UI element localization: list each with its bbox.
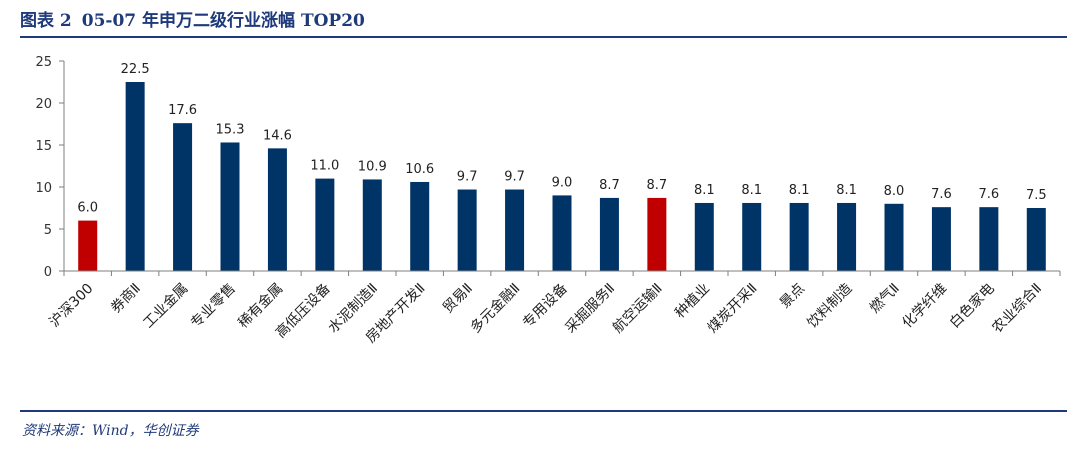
bar bbox=[931, 207, 951, 271]
data-label: 8.7 bbox=[647, 178, 668, 193]
data-label: 10.6 bbox=[405, 162, 434, 177]
bar bbox=[552, 195, 572, 271]
source-rule bbox=[20, 410, 1067, 412]
category-label: 景点 bbox=[777, 281, 808, 312]
data-label: 17.6 bbox=[168, 103, 197, 118]
bar-chart: 0 5 10 15 20 25 6.0 22.5 17.6 15.3 14.6 11.0 10.9 10… bbox=[35, 55, 1061, 346]
category-label: 燃气Ⅱ bbox=[866, 280, 903, 317]
data-label: 9.7 bbox=[504, 170, 525, 185]
bar bbox=[78, 220, 98, 271]
bars bbox=[78, 82, 1046, 271]
category-label: 专业零售 bbox=[188, 281, 239, 332]
data-label: 11.0 bbox=[310, 159, 339, 174]
y-tick-label: 0 bbox=[44, 265, 52, 280]
data-label: 8.0 bbox=[884, 184, 905, 199]
category-label: 航空运输Ⅱ bbox=[610, 281, 666, 337]
data-label: 7.5 bbox=[1026, 188, 1047, 203]
category-label: 多元金融Ⅱ bbox=[467, 280, 523, 336]
category-label: 农业综合Ⅱ bbox=[989, 281, 1045, 337]
figure-title: 05-07 年申万二级行业涨幅 TOP20 bbox=[81, 11, 365, 31]
y-tick-label: 10 bbox=[35, 181, 52, 196]
data-label: 8.1 bbox=[836, 183, 857, 198]
bar bbox=[362, 179, 382, 271]
title-rule bbox=[20, 36, 1067, 38]
data-label: 14.6 bbox=[263, 128, 292, 143]
y-tick-label: 15 bbox=[35, 139, 52, 154]
category-label: 化学纤维 bbox=[899, 281, 950, 332]
y-tick-label: 20 bbox=[35, 97, 52, 112]
data-label: 8.7 bbox=[599, 178, 620, 193]
bar bbox=[789, 202, 809, 271]
category-label: 沪深300 bbox=[47, 281, 97, 331]
figure-label: 图表 2 bbox=[20, 11, 72, 31]
category-label: 种植业 bbox=[672, 281, 713, 322]
data-label: 7.6 bbox=[979, 187, 1000, 202]
y-axis: 0 5 10 15 20 25 bbox=[35, 55, 65, 280]
data-label: 6.0 bbox=[77, 201, 98, 216]
data-label: 9.7 bbox=[457, 170, 478, 185]
bar bbox=[220, 142, 240, 271]
category-label: 贸易Ⅱ bbox=[440, 281, 476, 317]
data-label: 7.6 bbox=[931, 187, 952, 202]
bar bbox=[505, 189, 525, 271]
bar bbox=[1026, 208, 1046, 271]
bar bbox=[267, 148, 287, 271]
data-label: 22.5 bbox=[121, 62, 150, 77]
category-label: 煤炭开采Ⅱ bbox=[705, 281, 761, 337]
data-label: 10.9 bbox=[358, 159, 387, 174]
data-label: 15.3 bbox=[216, 122, 245, 137]
bar bbox=[837, 202, 857, 271]
chart-title: 图表 2 05-07 年申万二级行业涨幅 TOP20 bbox=[20, 6, 365, 31]
y-tick-label: 5 bbox=[44, 223, 52, 238]
category-label: 工业金属 bbox=[140, 281, 191, 332]
bar bbox=[979, 207, 999, 271]
data-label: 8.1 bbox=[694, 183, 715, 198]
bar bbox=[173, 123, 193, 271]
bar bbox=[315, 178, 335, 271]
category-label: 采掘服务Ⅱ bbox=[562, 281, 618, 337]
bar bbox=[125, 82, 145, 271]
bar bbox=[647, 197, 667, 271]
bar bbox=[884, 203, 904, 271]
source-note: 资料来源：Wind，华创证券 bbox=[22, 423, 199, 439]
bar bbox=[599, 197, 619, 271]
data-label: 8.1 bbox=[789, 183, 810, 198]
bar bbox=[742, 202, 762, 271]
data-labels: 6.0 22.5 17.6 15.3 14.6 11.0 10.9 10.6 9.7 9.7 9.0… bbox=[77, 62, 1046, 216]
bar bbox=[694, 202, 714, 271]
y-tick-label: 25 bbox=[35, 55, 52, 70]
data-label: 8.1 bbox=[741, 183, 762, 198]
category-label: 饮料制造 bbox=[804, 281, 855, 332]
bar bbox=[457, 189, 477, 271]
bar bbox=[410, 181, 430, 271]
category-label: 券商Ⅱ bbox=[108, 281, 144, 317]
data-label: 9.0 bbox=[552, 175, 573, 190]
